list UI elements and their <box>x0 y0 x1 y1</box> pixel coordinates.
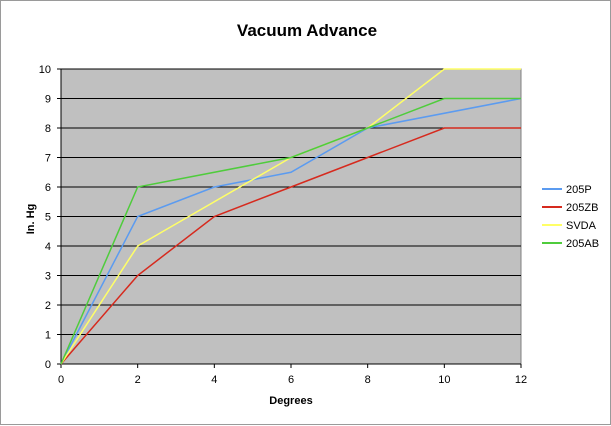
series-lines <box>60 68 522 365</box>
x-axis-ticks: 0 2 4 6 8 10 12 <box>58 364 527 386</box>
y-tick-label: 9 <box>45 94 51 106</box>
gridlines <box>60 68 521 365</box>
x-tick-label: 12 <box>515 374 527 386</box>
series-line-205zb <box>60 127 521 365</box>
legend-label: 205P <box>566 184 592 196</box>
y-axis-label: In. Hg <box>25 204 37 235</box>
y-axis-ticks: 0 1 2 3 4 5 6 7 8 9 10 <box>39 64 61 371</box>
y-tick-label: 10 <box>39 64 51 76</box>
y-tick-label: 8 <box>45 123 51 135</box>
y-tick-label: 4 <box>45 241 51 253</box>
chart-title: Vacuum Advance <box>237 21 377 40</box>
y-tick-label: 3 <box>45 271 51 283</box>
x-axis-label: Degrees <box>269 395 312 407</box>
x-tick-label: 4 <box>211 374 217 386</box>
legend-label: 205ZB <box>566 202 598 214</box>
y-tick-label: 5 <box>45 212 51 224</box>
legend-label: SVDA <box>566 220 597 232</box>
x-tick-label: 2 <box>135 374 141 386</box>
y-tick-label: 1 <box>45 330 51 342</box>
y-tick-label: 7 <box>45 153 51 165</box>
y-tick-label: 0 <box>45 359 51 371</box>
y-tick-label: 6 <box>45 182 51 194</box>
series-line-205ab <box>60 97 521 365</box>
x-tick-label: 10 <box>438 374 450 386</box>
legend-label: 205AB <box>566 238 599 250</box>
legend: 205P 205ZB SVDA 205AB <box>542 184 599 250</box>
y-tick-label: 2 <box>45 300 51 312</box>
x-tick-label: 6 <box>288 374 294 386</box>
x-tick-label: 8 <box>365 374 371 386</box>
x-tick-label: 0 <box>58 374 64 386</box>
